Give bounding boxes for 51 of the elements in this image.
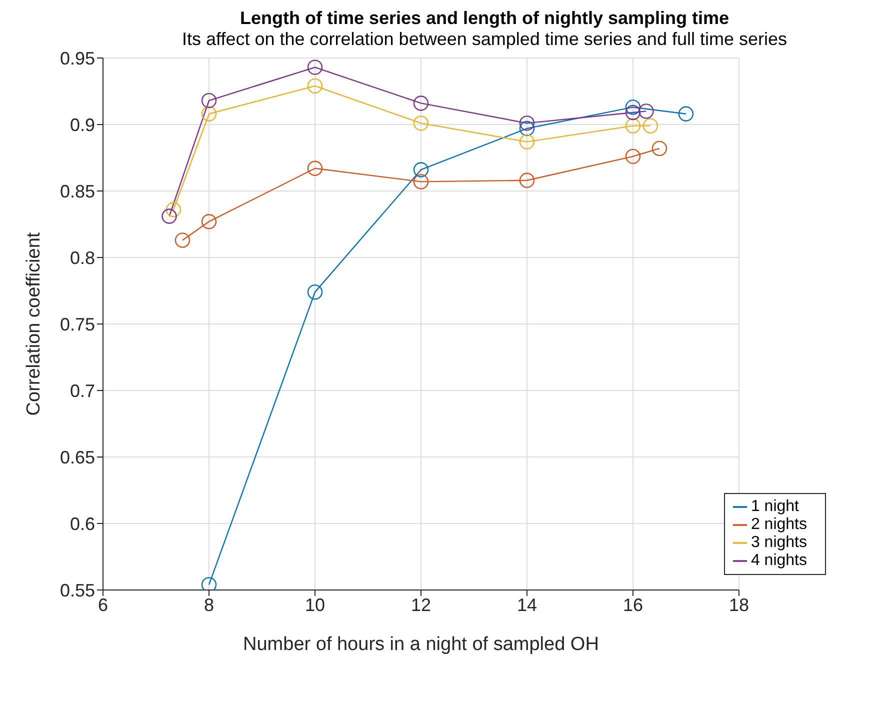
point: [519, 120, 535, 136]
point: [174, 232, 190, 248]
y-tick-label: 0.85: [60, 181, 95, 202]
point: [201, 106, 217, 122]
x-tick-label: 8: [204, 594, 214, 615]
point: [625, 148, 641, 164]
point: [201, 577, 217, 590]
legend-label: 3 nights: [750, 534, 807, 551]
x-tick-label: 16: [622, 594, 643, 615]
point: [638, 104, 654, 119]
chart-title: Length of time series and length of nightly sampling time: [238, 8, 730, 29]
point: [519, 116, 535, 131]
point: [162, 208, 177, 224]
x-tick-label: 10: [304, 594, 325, 615]
y-tick-label: 0.7: [70, 380, 95, 401]
y-tick-label: 0.55: [60, 580, 95, 600]
point: [519, 134, 535, 150]
y-tick-label: 0.75: [60, 314, 95, 334]
point: [678, 106, 694, 122]
point: [413, 116, 429, 131]
y-tick-label: 0.95: [60, 48, 95, 68]
point: [201, 92, 217, 108]
y-axis-title: Correlation coefficient: [24, 232, 45, 416]
y-tick-label: 0.65: [60, 447, 95, 468]
point: [307, 78, 323, 94]
point: [413, 96, 429, 111]
legend-label: 4 nights: [750, 552, 807, 569]
point: [307, 284, 323, 300]
legend-label: 2 nights: [750, 516, 807, 533]
point: [307, 160, 323, 176]
x-tick-label: 6: [98, 594, 108, 615]
x-tick-label: 12: [410, 594, 431, 615]
point: [307, 60, 323, 75]
y-tick-label: 0.9: [70, 114, 95, 135]
y-tick-label: 0.8: [70, 248, 95, 268]
point: [625, 118, 641, 134]
legend-label: 1 night: [750, 498, 799, 515]
point: [625, 104, 641, 120]
point: [201, 214, 217, 230]
x-tick-label: 18: [728, 594, 749, 615]
point: [642, 118, 658, 134]
point: [519, 172, 535, 188]
y-tick-label: 0.6: [70, 514, 95, 534]
x-axis-title: Number of hours in a night of sampled OH: [243, 634, 599, 655]
x-tick-label: 14: [516, 594, 537, 615]
point: [652, 140, 668, 156]
point: [166, 202, 182, 218]
point: [625, 100, 641, 115]
point: [413, 174, 429, 190]
chart-subtitle: Its affect on the correlation between sampled time series and full time series: [181, 29, 788, 50]
point: [413, 162, 429, 178]
